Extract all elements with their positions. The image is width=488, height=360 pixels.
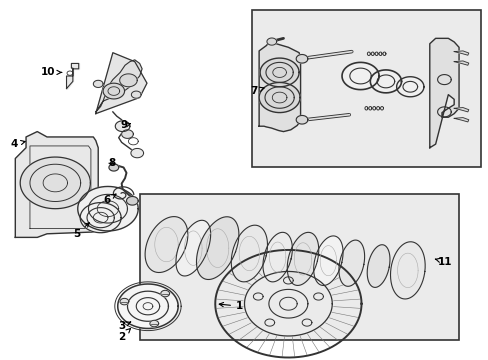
- Polygon shape: [115, 121, 130, 132]
- Polygon shape: [296, 54, 307, 63]
- Polygon shape: [429, 39, 458, 148]
- Polygon shape: [390, 242, 425, 299]
- Polygon shape: [176, 220, 210, 276]
- Polygon shape: [109, 164, 119, 171]
- Polygon shape: [259, 82, 300, 113]
- Text: 1: 1: [219, 301, 243, 311]
- Polygon shape: [78, 186, 138, 231]
- Polygon shape: [120, 298, 128, 305]
- Polygon shape: [266, 38, 276, 45]
- Polygon shape: [140, 194, 458, 339]
- Polygon shape: [131, 91, 141, 98]
- Text: 6: 6: [103, 194, 116, 205]
- Polygon shape: [120, 74, 137, 87]
- Polygon shape: [131, 148, 143, 158]
- Polygon shape: [260, 58, 299, 87]
- Polygon shape: [341, 62, 378, 90]
- Polygon shape: [118, 284, 178, 328]
- Text: 11: 11: [434, 257, 452, 267]
- Polygon shape: [103, 83, 124, 99]
- Text: 7: 7: [250, 86, 264, 96]
- Polygon shape: [122, 130, 133, 138]
- Text: 2: 2: [118, 329, 130, 342]
- Polygon shape: [93, 80, 103, 87]
- Polygon shape: [20, 157, 90, 209]
- Polygon shape: [96, 53, 147, 114]
- Polygon shape: [263, 232, 292, 282]
- Polygon shape: [453, 51, 468, 55]
- Polygon shape: [366, 245, 389, 287]
- Polygon shape: [149, 320, 158, 327]
- Text: 10: 10: [41, 67, 61, 77]
- Text: 8: 8: [108, 158, 115, 168]
- Polygon shape: [259, 43, 300, 132]
- Polygon shape: [453, 118, 468, 122]
- Polygon shape: [453, 61, 468, 65]
- Text: 4: 4: [11, 139, 25, 149]
- Polygon shape: [286, 232, 318, 285]
- Polygon shape: [251, 10, 480, 167]
- Text: 5: 5: [73, 223, 89, 239]
- Polygon shape: [313, 236, 343, 285]
- Polygon shape: [369, 70, 401, 93]
- Polygon shape: [96, 60, 142, 112]
- Polygon shape: [396, 77, 423, 97]
- Polygon shape: [145, 217, 187, 273]
- Polygon shape: [196, 217, 239, 279]
- Polygon shape: [126, 197, 138, 205]
- Text: 3: 3: [118, 321, 130, 331]
- Polygon shape: [80, 203, 121, 233]
- Polygon shape: [15, 132, 98, 237]
- Polygon shape: [66, 63, 79, 89]
- Polygon shape: [296, 116, 307, 124]
- Text: 9: 9: [120, 121, 130, 130]
- Polygon shape: [453, 108, 468, 112]
- Polygon shape: [161, 290, 169, 297]
- Polygon shape: [231, 225, 267, 282]
- Polygon shape: [338, 240, 364, 286]
